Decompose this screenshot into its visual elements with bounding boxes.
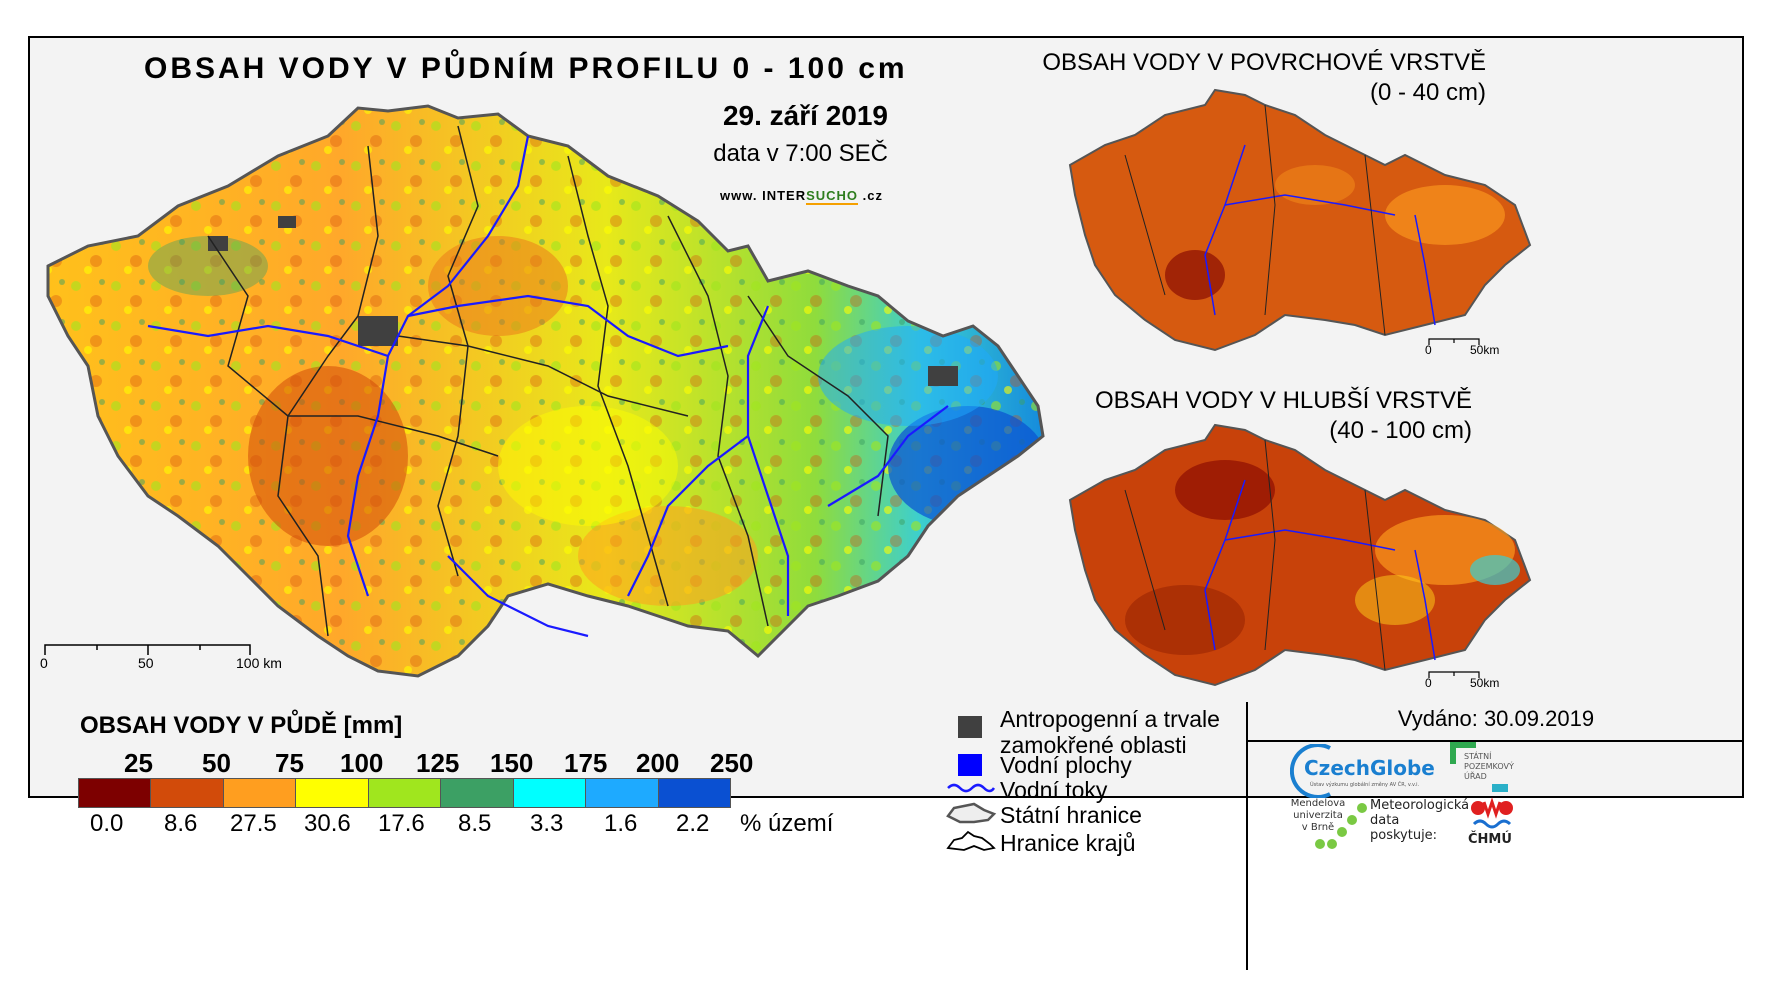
pct-4: 17.6 [378, 810, 425, 837]
water-bodies-swatch [958, 754, 982, 776]
meteo-line1: Meteorologická [1370, 798, 1470, 813]
threshold-4: 125 [416, 748, 460, 778]
pct-0: 0.0 [90, 810, 124, 837]
regional-border-icon [946, 830, 996, 851]
mendel-logo-text: Mendelova univerzita v Brně [1290, 798, 1346, 834]
mendel-line2: univerzita [1293, 810, 1343, 821]
pct-1: 8.6 [164, 810, 198, 837]
meteo-line2: data [1370, 813, 1400, 828]
threshold-2: 75 [275, 748, 304, 778]
spu-line2: POZEMKOVÝ [1464, 762, 1514, 771]
inset-top-map [1068, 88, 1532, 352]
pct-5: 8.5 [458, 810, 492, 837]
mendel-line3: v Brně [1301, 822, 1335, 833]
page-title: OBSAH VODY V PŮDNÍM PROFILU 0 - 100 cm [144, 52, 908, 85]
legend-color-box-0 [78, 778, 152, 808]
state-border-icon [946, 802, 997, 824]
czechglobe-arc-icon [1290, 744, 1331, 798]
legend-color-box-4 [367, 778, 442, 808]
spu-line1: STÁTNÍ [1464, 752, 1492, 761]
river-icon [947, 783, 996, 793]
inset-top-scale-50: 50km [1470, 343, 1500, 357]
threshold-7: 200 [636, 748, 680, 778]
mendel-dots-icon [1315, 803, 1367, 849]
chmu-logo-icon [1471, 784, 1513, 829]
divider-vertical [1246, 702, 1248, 970]
main-scale-50: 50 [138, 655, 154, 671]
main-scale-100: 100 km [236, 655, 282, 671]
anthropogenic-line2: zamokřené oblasti [1000, 732, 1187, 758]
threshold-8: 250 [710, 748, 754, 778]
data-time: data v 7:00 SEČ [713, 140, 888, 167]
pct-unit: % území [740, 810, 834, 837]
inset-bottom-scale-0: 0 [1425, 676, 1432, 690]
spu-bar-vertical-icon [1450, 742, 1456, 764]
inset-top-title-line1: OBSAH VODY V POVRCHOVÉ VRSTVĚ [1042, 49, 1486, 76]
legend-percentages: 0.0 8.6 27.5 30.6 17.6 8.5 3.3 1.6 2.2 %… [78, 808, 838, 838]
mendel-line1: Mendelova [1290, 798, 1346, 809]
inset-top-scale-bar [1428, 338, 1480, 345]
legend-colorbar [78, 778, 731, 808]
czechglobe-subtitle: Ústav výzkumu globální změny AV ČR, v.v.… [1310, 782, 1420, 788]
spu-logo: STÁTNÍ POZEMKOVÝ ÚŘAD [1448, 742, 1528, 788]
legend-thresholds: 25 50 75 100 125 150 175 200 250 [78, 748, 758, 778]
threshold-0: 25 [124, 748, 153, 778]
legend-color-box-2 [222, 778, 297, 808]
website-prefix: www. [720, 188, 763, 203]
pct-2: 27.5 [230, 810, 277, 837]
inset-bottom-map [1068, 423, 1532, 687]
anthropogenic-swatch [958, 716, 982, 738]
rivers-label: Vodní toky [1000, 777, 1108, 803]
anthropogenic-label: Antropogenní a trvale zamokřené oblasti [1000, 706, 1220, 758]
inset-bottom-title-line2: (40 - 100 cm) [1329, 417, 1472, 444]
legend-color-box-8 [657, 778, 731, 808]
inset-bottom-title-line1: OBSAH VODY V HLUBŠÍ VRSTVĚ [1094, 387, 1472, 414]
pct-8: 2.2 [676, 810, 710, 837]
meteo-line3: poskytuje: [1370, 828, 1438, 843]
website-part2: SUCHO [806, 188, 859, 205]
issued-date: Vydáno: 30.09.2019 [1397, 706, 1595, 731]
legend-color-box-3 [295, 778, 369, 808]
chmu-name: ČHMÚ [1468, 832, 1512, 847]
main-scale-0: 0 [40, 655, 48, 671]
spu-bar-icon [1450, 742, 1476, 748]
map-date: 29. září 2019 [722, 100, 888, 131]
inset-top-title: OBSAH VODY V POVRCHOVÉ VRSTVĚ (0 - 40 cm… [1040, 48, 1486, 108]
inset-bottom-title: OBSAH VODY V HLUBŠÍ VRSTVĚ (40 - 100 cm) [1026, 386, 1472, 446]
inset-bottom-scale-bar [1428, 671, 1480, 678]
main-map [46, 104, 1045, 678]
legend-color-box-7 [585, 778, 659, 808]
inset-bottom-scale-50: 50km [1470, 676, 1500, 690]
water-bodies-label: Vodní plochy [1000, 752, 1132, 778]
legend-panel [28, 796, 1744, 970]
website-suffix: .cz [858, 188, 883, 203]
legend-title: OBSAH VODY V PŮDĚ [mm] [80, 712, 403, 739]
main-scale-bar [44, 644, 251, 655]
czechglobe-logo: CzechGlobe Ústav výzkumu globální změny … [1290, 744, 1435, 798]
inset-top-title-line2: (0 - 40 cm) [1369, 79, 1486, 106]
legend-color-box-1 [150, 778, 224, 808]
spu-line3: ÚŘAD [1464, 772, 1487, 781]
threshold-3: 100 [340, 748, 384, 778]
legend-color-box-6 [512, 778, 587, 808]
regional-border-label: Hranice krajů [1000, 830, 1136, 856]
threshold-5: 150 [490, 748, 534, 778]
czechglobe-name: CzechGlobe [1304, 756, 1435, 780]
threshold-6: 175 [564, 748, 608, 778]
website-link[interactable]: www. INTERSUCHO .cz [720, 188, 883, 205]
pct-7: 1.6 [604, 810, 638, 837]
meteo-text: Meteorologická data poskytuje: [1370, 798, 1469, 843]
pct-6: 3.3 [530, 810, 564, 837]
anthropogenic-line1: Antropogenní a trvale [1000, 706, 1220, 732]
state-border-label: Státní hranice [1000, 802, 1142, 828]
divider-horizontal [1246, 740, 1744, 742]
website-part1: INTER [762, 188, 807, 203]
legend-color-box-5 [440, 778, 514, 808]
threshold-1: 50 [202, 748, 231, 778]
inset-top-scale-0: 0 [1425, 343, 1432, 357]
pct-3: 30.6 [304, 810, 351, 837]
